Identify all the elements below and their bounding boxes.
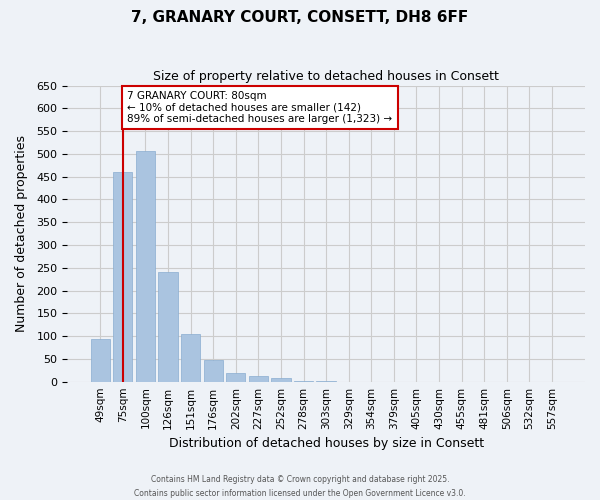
- Bar: [136, 150, 155, 382]
- Text: 7 GRANARY COURT: 80sqm
← 10% of detached houses are smaller (142)
89% of semi-de: 7 GRANARY COURT: 80sqm ← 10% of detached…: [127, 91, 392, 124]
- Bar: [203, 360, 223, 382]
- Text: Contains HM Land Registry data © Crown copyright and database right 2025.
Contai: Contains HM Land Registry data © Crown c…: [134, 476, 466, 498]
- Bar: [226, 372, 245, 382]
- Bar: [271, 378, 290, 382]
- Text: 7, GRANARY COURT, CONSETT, DH8 6FF: 7, GRANARY COURT, CONSETT, DH8 6FF: [131, 10, 469, 25]
- Y-axis label: Number of detached properties: Number of detached properties: [15, 135, 28, 332]
- Title: Size of property relative to detached houses in Consett: Size of property relative to detached ho…: [153, 70, 499, 83]
- X-axis label: Distribution of detached houses by size in Consett: Distribution of detached houses by size …: [169, 437, 484, 450]
- Bar: [181, 334, 200, 382]
- Bar: [113, 172, 133, 382]
- Bar: [294, 381, 313, 382]
- Bar: [158, 272, 178, 382]
- Bar: [249, 376, 268, 382]
- Bar: [91, 340, 110, 382]
